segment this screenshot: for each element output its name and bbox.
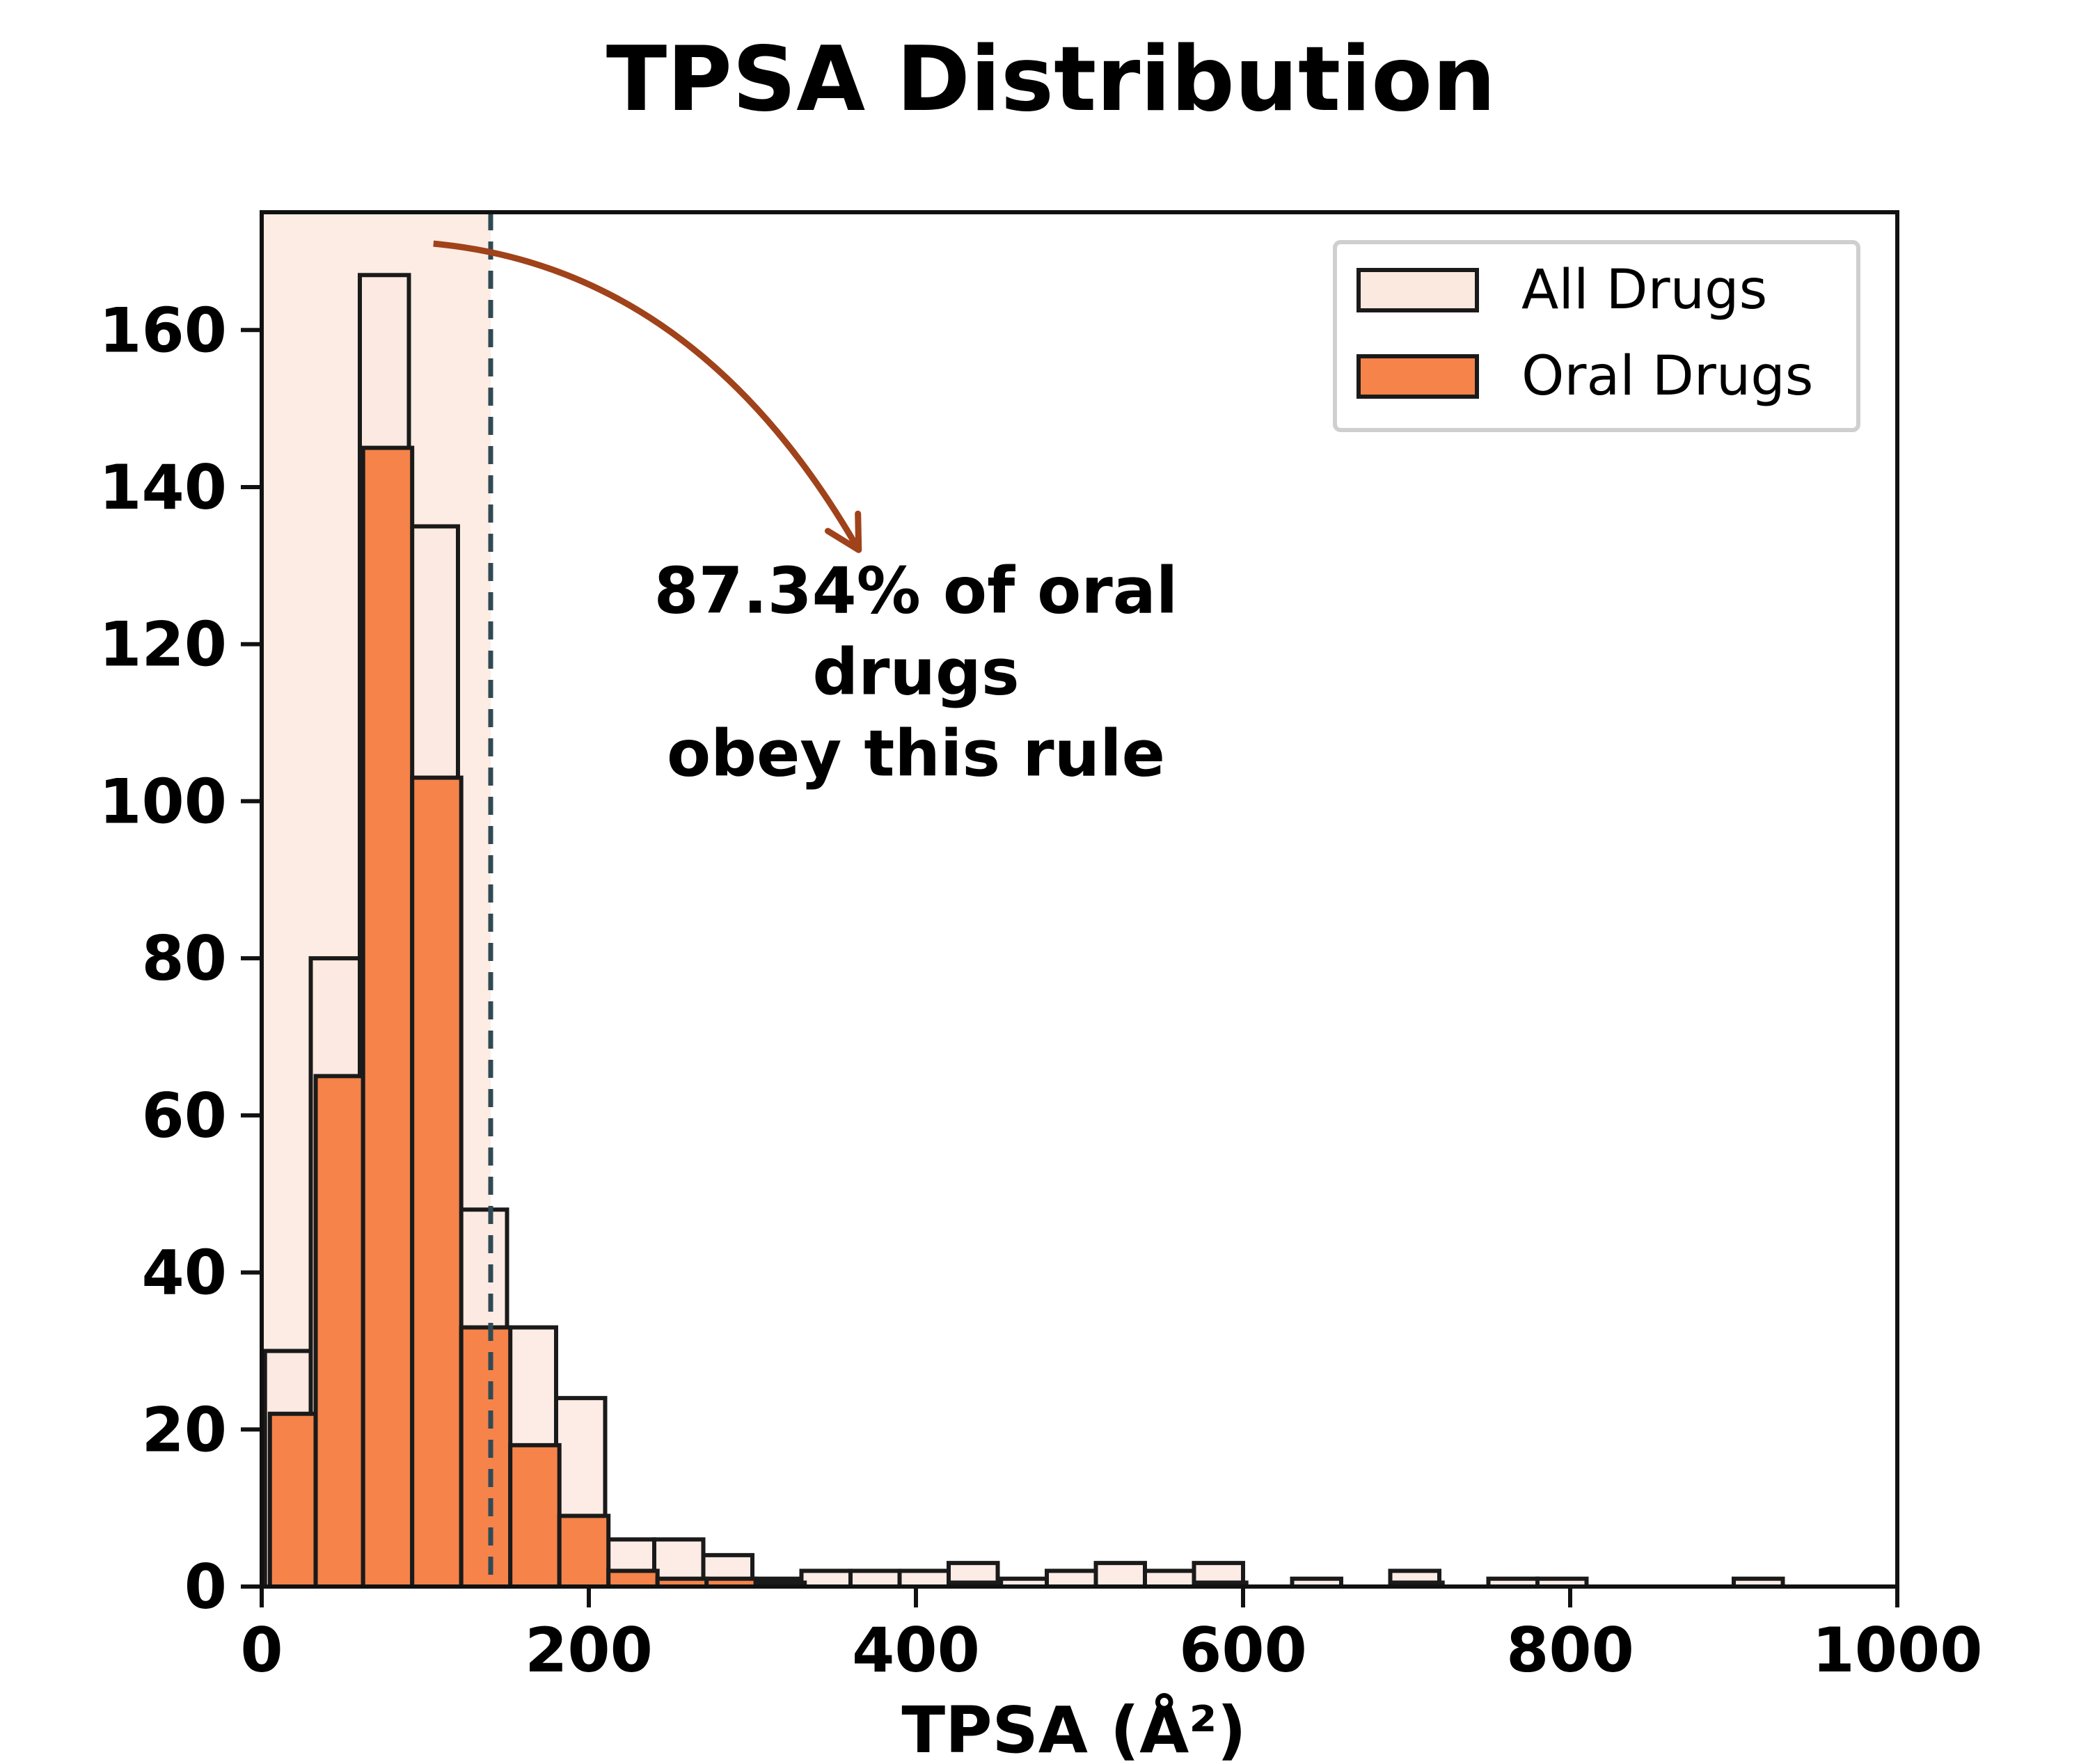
y-tick-label-0: 0	[184, 1551, 227, 1623]
legend: All Drugs Oral Drugs	[1333, 240, 1860, 432]
bar-all-drugs-12	[848, 1568, 902, 1589]
y-tick-label-80: 80	[142, 923, 227, 994]
bar-oral-drugs-7	[606, 1568, 660, 1589]
bar-all-drugs-18	[1143, 1568, 1196, 1589]
bar-oral-drugs-5	[508, 1443, 562, 1589]
bar-oral-drugs-3	[410, 775, 464, 1589]
y-tick-label-120: 120	[99, 609, 227, 681]
annotation-arrow-head	[824, 510, 862, 553]
legend-swatch-oral-drugs	[1357, 354, 1479, 399]
bar-oral-drugs-4	[459, 1325, 513, 1589]
x-tick-label-200: 200	[525, 1614, 653, 1686]
annotation-text-line-2: obey this rule	[667, 717, 1165, 791]
y-tick-label-140: 140	[99, 452, 227, 523]
bar-all-drugs-11	[799, 1568, 853, 1589]
bar-all-drugs-16	[1045, 1568, 1098, 1589]
x-axis-label: TPSA (Å²)	[901, 1692, 1246, 1764]
chart-title: TPSA Distribution	[606, 28, 1496, 132]
legend-swatch-all-drugs	[1357, 268, 1479, 312]
bar-all-drugs-17	[1093, 1561, 1147, 1589]
x-tick-label-800: 800	[1506, 1614, 1634, 1686]
bar-oral-drugs-6	[557, 1513, 611, 1589]
plot-frame	[260, 210, 1899, 1589]
bar-oral-drugs-2	[361, 445, 415, 1589]
x-tick-label-0: 0	[240, 1614, 283, 1686]
y-tick-label-160: 160	[99, 294, 227, 366]
x-tick-label-400: 400	[852, 1614, 980, 1686]
annotation-arrow	[433, 240, 862, 552]
bar-all-drugs-13	[897, 1568, 951, 1589]
plot-area: 0 200 400 600 800 1000 0 20 40 60 80 100 120 140 160 87…	[99, 210, 1983, 1686]
y-tick-label-20: 20	[142, 1394, 227, 1465]
y-tick-label-40: 40	[142, 1237, 227, 1309]
x-tick-label-1000: 1000	[1812, 1614, 1983, 1686]
legend-label-all-drugs: All Drugs	[1521, 259, 1767, 321]
x-tick-label-600: 600	[1179, 1614, 1307, 1686]
bar-oral-drugs-1	[313, 1074, 365, 1589]
bar-oral-drugs-0	[267, 1411, 318, 1589]
y-tick-label-60: 60	[142, 1080, 227, 1152]
y-tick-label-100: 100	[99, 765, 227, 837]
legend-label-oral-drugs: Oral Drugs	[1521, 345, 1813, 408]
annotation-text-line-1: drugs	[812, 635, 1019, 710]
annotation-text-line-0: 87.34% of oral	[654, 554, 1178, 628]
